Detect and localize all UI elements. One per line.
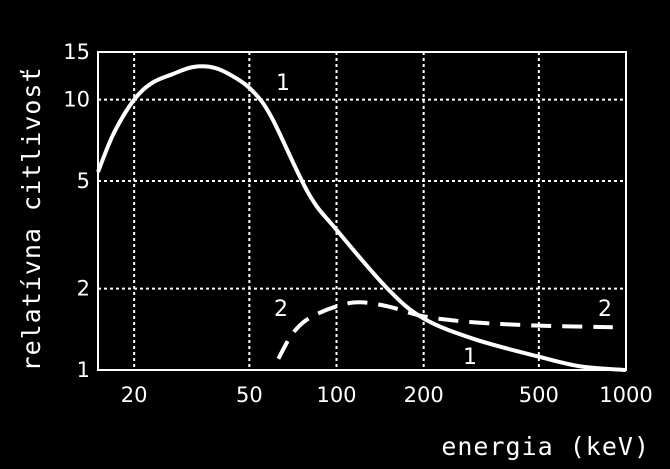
series-2-label: 2 bbox=[598, 297, 612, 322]
y-tick-label: 15 bbox=[63, 40, 90, 64]
x-axis-ticks: 20 50 100 200 500 1000 bbox=[121, 383, 653, 407]
series-1-label: 1 bbox=[276, 71, 290, 96]
series-layer bbox=[96, 64, 627, 372]
x-tick-label: 50 bbox=[236, 383, 263, 407]
y-tick-label: 2 bbox=[77, 277, 90, 301]
series-2-label: 2 bbox=[274, 297, 288, 322]
x-tick-label: 500 bbox=[519, 383, 559, 407]
series-2-line bbox=[276, 300, 613, 360]
x-tick-label: 100 bbox=[316, 383, 356, 407]
plot-frame bbox=[97, 51, 627, 371]
y-tick-label: 5 bbox=[77, 169, 90, 193]
x-tick-label: 1000 bbox=[599, 383, 652, 407]
series-1-label: 1 bbox=[463, 345, 477, 370]
x-tick-label: 200 bbox=[404, 383, 444, 407]
x-tick-label: 20 bbox=[121, 383, 148, 407]
grid bbox=[98, 51, 627, 371]
y-tick-label: 1 bbox=[77, 358, 90, 382]
y-axis-title: relatívna citlivosť bbox=[17, 67, 46, 372]
x-axis-title: energia (keV) bbox=[441, 432, 650, 461]
series-1-line bbox=[96, 64, 627, 372]
y-tick-label: 10 bbox=[63, 88, 90, 112]
series-labels: 1 1 2 2 bbox=[274, 71, 612, 370]
y-axis-ticks: 1 2 5 10 15 bbox=[63, 40, 90, 382]
